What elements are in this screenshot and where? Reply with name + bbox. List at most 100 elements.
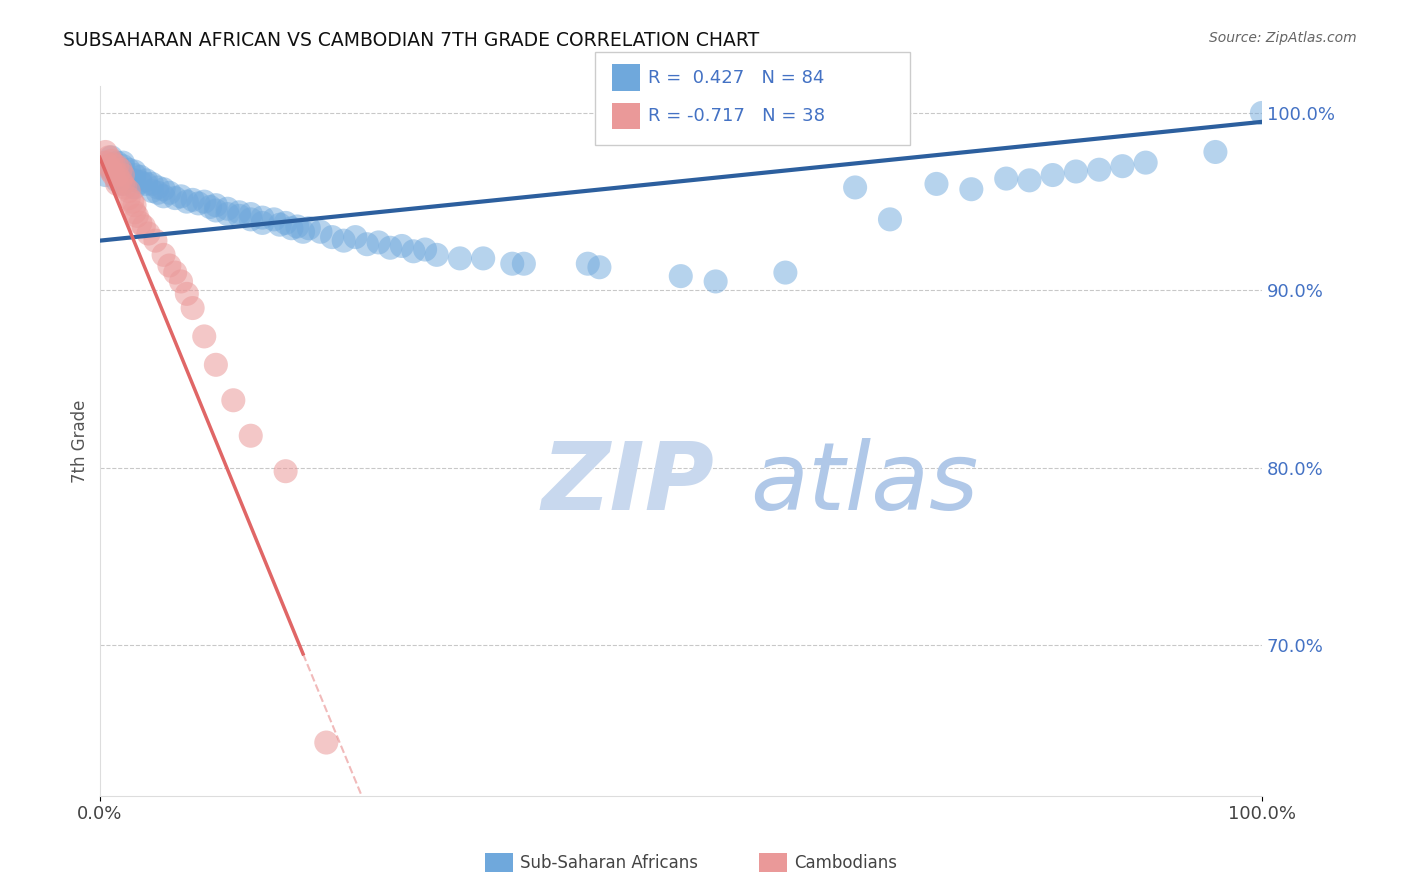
- Text: R = -0.717   N = 38: R = -0.717 N = 38: [648, 107, 825, 125]
- Point: [205, 203, 228, 218]
- Point: [205, 198, 228, 212]
- Point: [263, 212, 285, 227]
- Point: [309, 225, 332, 239]
- Point: [280, 221, 302, 235]
- Y-axis label: 7th Grade: 7th Grade: [72, 400, 89, 483]
- Point: [100, 162, 122, 177]
- Point: [129, 175, 152, 189]
- Point: [111, 168, 134, 182]
- Point: [356, 237, 378, 252]
- Point: [576, 257, 599, 271]
- Point: [145, 234, 167, 248]
- Point: [426, 248, 449, 262]
- Text: Source: ZipAtlas.com: Source: ZipAtlas.com: [1209, 31, 1357, 45]
- Point: [105, 177, 128, 191]
- Point: [588, 260, 610, 275]
- Point: [472, 252, 495, 266]
- Point: [269, 218, 291, 232]
- Point: [111, 159, 134, 173]
- Point: [100, 164, 122, 178]
- Point: [298, 221, 321, 235]
- Point: [170, 189, 193, 203]
- Point: [775, 266, 797, 280]
- Point: [239, 207, 262, 221]
- Point: [124, 205, 146, 219]
- Point: [105, 168, 128, 182]
- Point: [176, 286, 198, 301]
- Point: [1204, 145, 1226, 159]
- Point: [252, 211, 274, 225]
- Point: [187, 196, 209, 211]
- Point: [181, 193, 204, 207]
- Point: [1018, 173, 1040, 187]
- Point: [152, 248, 174, 262]
- Point: [669, 269, 692, 284]
- Point: [157, 186, 180, 200]
- Point: [135, 177, 157, 191]
- Point: [274, 464, 297, 478]
- Text: atlas: atlas: [751, 438, 979, 529]
- Point: [1042, 168, 1064, 182]
- Point: [110, 173, 132, 187]
- Point: [285, 219, 308, 234]
- Point: [94, 145, 117, 159]
- Point: [315, 735, 337, 749]
- Point: [239, 212, 262, 227]
- Point: [1064, 164, 1087, 178]
- Point: [97, 159, 120, 173]
- Point: [125, 209, 148, 223]
- Point: [105, 155, 128, 169]
- Point: [124, 198, 146, 212]
- Point: [121, 194, 143, 209]
- Point: [111, 155, 134, 169]
- Point: [332, 234, 354, 248]
- Point: [252, 216, 274, 230]
- Point: [111, 168, 134, 182]
- Point: [193, 194, 215, 209]
- Point: [217, 207, 239, 221]
- Point: [380, 241, 402, 255]
- Point: [228, 205, 250, 219]
- Point: [344, 230, 367, 244]
- Point: [1088, 162, 1111, 177]
- Point: [176, 194, 198, 209]
- Point: [1111, 159, 1133, 173]
- Point: [129, 216, 152, 230]
- Point: [1135, 155, 1157, 169]
- Point: [704, 275, 727, 289]
- Point: [124, 173, 146, 187]
- Point: [995, 171, 1018, 186]
- Point: [198, 200, 221, 214]
- Point: [141, 184, 163, 198]
- Point: [100, 153, 122, 168]
- Point: [141, 177, 163, 191]
- Point: [217, 202, 239, 216]
- Point: [152, 182, 174, 196]
- Point: [94, 155, 117, 169]
- Point: [402, 244, 425, 259]
- Point: [118, 171, 141, 186]
- Point: [110, 162, 132, 177]
- Point: [1251, 106, 1274, 120]
- Point: [391, 239, 413, 253]
- Point: [879, 212, 901, 227]
- Point: [222, 393, 245, 408]
- Point: [193, 329, 215, 343]
- Point: [292, 225, 315, 239]
- Point: [124, 164, 146, 178]
- Point: [367, 235, 389, 250]
- Point: [138, 227, 160, 241]
- Point: [228, 209, 250, 223]
- Point: [925, 177, 948, 191]
- Point: [146, 186, 169, 200]
- Point: [94, 168, 117, 182]
- Point: [100, 150, 122, 164]
- Point: [205, 358, 228, 372]
- Text: R =  0.427   N = 84: R = 0.427 N = 84: [648, 69, 824, 87]
- Point: [105, 162, 128, 177]
- Point: [181, 301, 204, 315]
- Point: [124, 168, 146, 182]
- Point: [449, 252, 471, 266]
- Point: [165, 191, 187, 205]
- Point: [111, 177, 134, 191]
